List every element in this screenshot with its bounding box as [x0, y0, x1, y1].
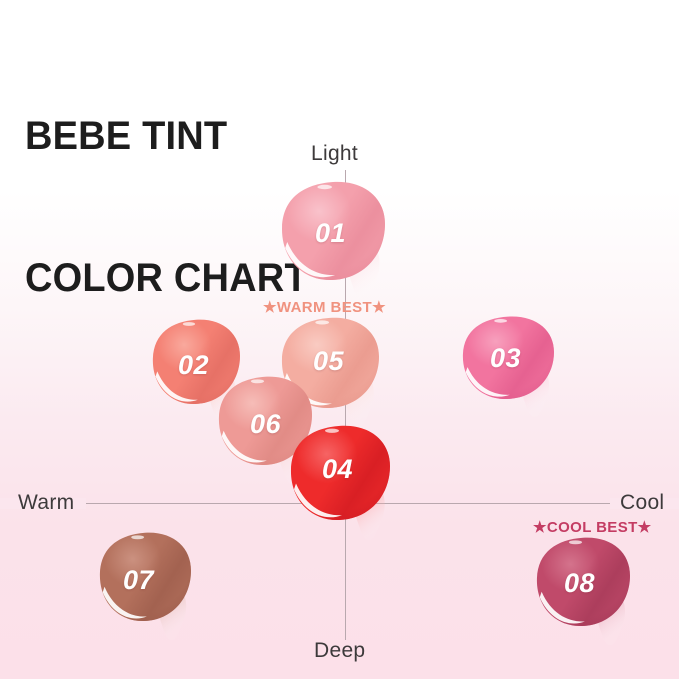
blob-highlight-04: [325, 428, 339, 433]
blob-gloss-01: [285, 242, 336, 278]
blob-gloss-07: [102, 586, 147, 619]
axis-gap-right: [610, 498, 679, 509]
axis-gap-left: [0, 498, 86, 509]
blob-highlight-02: [182, 322, 196, 326]
blob-highlight-03: [494, 319, 508, 323]
shade-swatch-04[interactable]: 04: [290, 424, 416, 554]
blob-highlight-01: [317, 184, 332, 190]
blob-rim-02: [152, 319, 240, 405]
title-line-2: COLOR CHART: [25, 255, 308, 300]
blob-01: [282, 181, 385, 302]
blob-06: [218, 376, 312, 485]
blob-gloss-08: [539, 591, 585, 624]
shade-swatch-05[interactable]: 05: [281, 316, 405, 442]
blob-rim-05: [281, 317, 379, 409]
blob-04: [290, 425, 390, 541]
axis-label-deep: Deep: [314, 639, 366, 662]
axis-label-light: Light: [311, 142, 359, 165]
blob-gloss-06: [221, 430, 267, 463]
blob-highlight-07: [131, 535, 145, 540]
blob-03: [462, 316, 554, 417]
blob-highlight-06: [250, 379, 265, 384]
axis-label-warm: Warm: [18, 491, 75, 514]
shade-swatch-07[interactable]: 07: [99, 531, 217, 655]
blob-rim-08: [536, 537, 630, 627]
page-title: BEBE TINT COLOR CHART: [25, 19, 308, 397]
blob-rim-04: [290, 425, 390, 521]
blob-rim-07: [99, 532, 191, 622]
title-line-1: BEBE TINT: [25, 114, 228, 159]
shade-swatch-06[interactable]: 06: [218, 375, 338, 499]
shade-swatch-01[interactable]: 01: [281, 180, 411, 314]
blob-gloss-04: [294, 483, 342, 518]
warm-best-badge: ★WARM BEST★: [263, 299, 386, 316]
blob-02: [152, 319, 240, 423]
blob-gloss-02: [155, 371, 198, 402]
blob-rim-03: [462, 316, 554, 400]
axis-label-cool: Cool: [620, 491, 665, 514]
blob-highlight-05: [315, 320, 330, 325]
blob-highlight-08: [568, 540, 583, 545]
blob-gloss-03: [465, 367, 510, 397]
blob-07: [99, 532, 191, 641]
blob-08: [536, 537, 630, 646]
cool-best-badge: ★COOL BEST★: [533, 519, 652, 536]
shade-swatch-02[interactable]: 02: [152, 318, 266, 438]
shade-swatch-03[interactable]: 03: [462, 315, 580, 433]
blob-rim-01: [282, 181, 385, 281]
blob-05: [281, 317, 379, 428]
shade-swatch-08[interactable]: 08: [536, 536, 656, 660]
blob-rim-06: [218, 376, 312, 466]
